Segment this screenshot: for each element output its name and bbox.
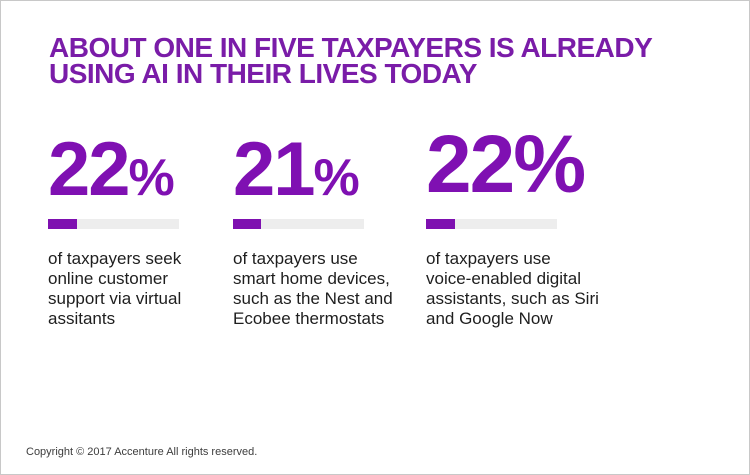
stat-progress-fill (233, 219, 261, 229)
stat-number-text: 22 (48, 127, 131, 212)
stat-progress-track (233, 219, 364, 229)
copyright-notice: Copyright © 2017 Accenture All rights re… (26, 446, 258, 458)
stat-column-voice-assistants: 22% of taxpayers use voice-enabled digit… (426, 124, 616, 328)
stat-column-virtual-assistants: 22% of taxpayers seek online customer su… (48, 132, 238, 328)
stat-description: of taxpayers use voice-enabled digital a… (426, 249, 599, 328)
stat-value: 21% (233, 132, 423, 208)
stat-value: 22% (426, 124, 616, 206)
stat-progress-track (426, 219, 557, 229)
stat-description: of taxpayers seek online customer suppor… (48, 249, 182, 328)
percent-sign: % (128, 149, 175, 207)
stat-column-smart-home: 21% of taxpayers use smart home devices,… (233, 132, 423, 328)
stat-value: 22% (48, 132, 238, 208)
stat-progress-track (48, 219, 179, 229)
stat-progress-fill (426, 219, 455, 229)
headline-line-2: USING AI IN THEIR LIVES TODAY (49, 58, 477, 89)
headline-line-1: ABOUT ONE IN FIVE TAXPAYERS IS ALREADY (49, 32, 653, 63)
stat-progress-fill (48, 219, 77, 229)
stat-number-text: 21 (233, 127, 316, 212)
page-title: ABOUT ONE IN FIVE TAXPAYERS IS ALREADY U… (49, 32, 653, 89)
percent-sign: % (313, 149, 360, 207)
stat-description: of taxpayers use smart home devices, suc… (233, 249, 393, 328)
stat-number-text: 22 (426, 119, 515, 210)
percent-sign: % (513, 119, 587, 210)
